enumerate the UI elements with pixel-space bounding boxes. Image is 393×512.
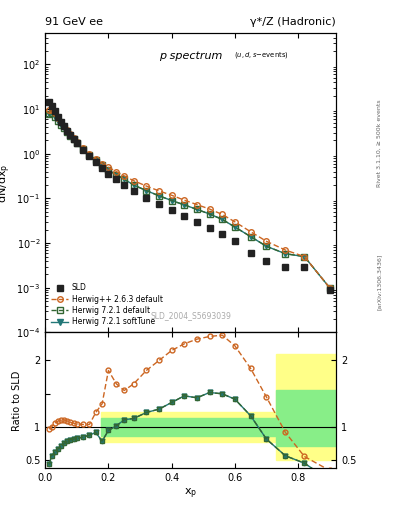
- Bar: [276, 354, 336, 460]
- Text: [arXiv:1306.3436]: [arXiv:1306.3436]: [377, 253, 382, 310]
- Text: $_{(u,d,s\mathrm{-events})}$: $_{(u,d,s\mathrm{-events})}$: [234, 51, 289, 62]
- X-axis label: x$_\mathrm{p}$: x$_\mathrm{p}$: [184, 486, 197, 501]
- Bar: [101, 412, 276, 442]
- Text: p spectrum: p spectrum: [159, 51, 222, 61]
- Y-axis label: dN/dx$_\mathrm{p}$: dN/dx$_\mathrm{p}$: [0, 163, 13, 203]
- Text: SLD_2004_S5693039: SLD_2004_S5693039: [150, 311, 231, 321]
- Bar: [276, 391, 336, 446]
- Legend: SLD, Herwig++ 2.6.3 default, Herwig 7.2.1 default, Herwig 7.2.1 softTune: SLD, Herwig++ 2.6.3 default, Herwig 7.2.…: [49, 281, 165, 329]
- Text: 91 GeV ee: 91 GeV ee: [45, 16, 103, 27]
- Text: γ*/Z (Hadronic): γ*/Z (Hadronic): [250, 16, 336, 27]
- Bar: [101, 418, 276, 436]
- Text: Rivet 3.1.10, ≥ 500k events: Rivet 3.1.10, ≥ 500k events: [377, 99, 382, 187]
- Y-axis label: Ratio to SLD: Ratio to SLD: [12, 370, 22, 431]
